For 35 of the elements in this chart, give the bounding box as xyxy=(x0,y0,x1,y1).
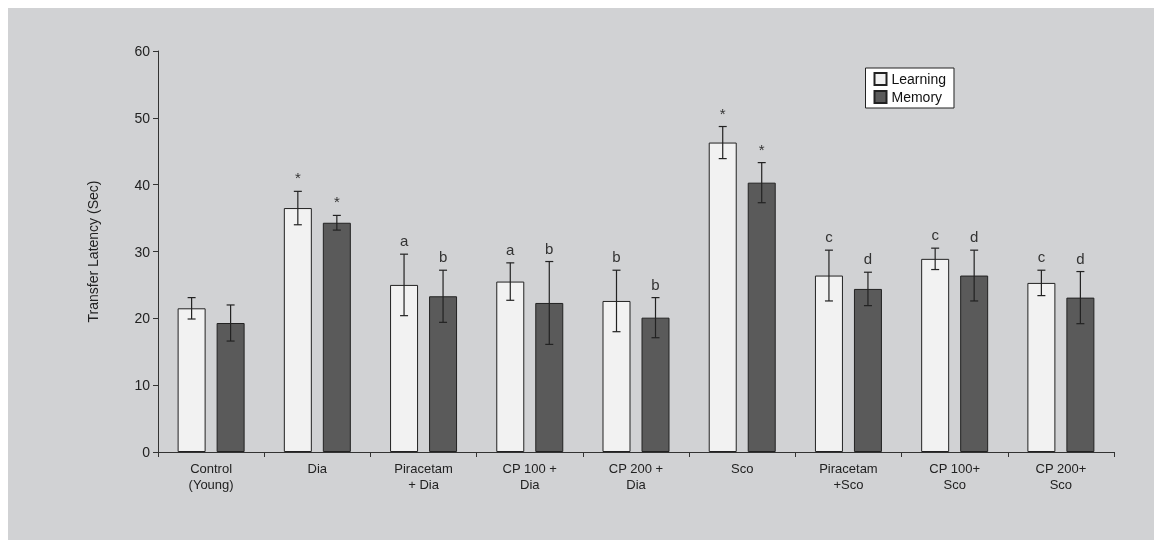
x-tick-label: CP 200 + Dia xyxy=(608,460,664,492)
y-tick-label: 50 xyxy=(134,109,151,126)
data-label: * xyxy=(333,193,340,211)
x-tick-label: Sco xyxy=(731,460,754,476)
data-label: c xyxy=(825,228,834,246)
x-tick-label: CP 100+ Sco xyxy=(929,460,981,492)
data-label: d xyxy=(969,228,979,246)
y-tick-label: 0 xyxy=(142,444,151,460)
legend-label: Memory xyxy=(891,89,943,105)
data-label: d xyxy=(863,250,873,268)
data-label: * xyxy=(294,169,301,187)
x-tick-label: Dia xyxy=(307,460,328,476)
x-tick-label: Control (Young) xyxy=(188,460,234,492)
data-label: c xyxy=(1037,248,1046,266)
x-tick-label: Piracetam +Sco xyxy=(819,460,878,492)
data-label: a xyxy=(506,240,516,258)
x-tick-label: CP 200+ Sco xyxy=(1035,460,1087,492)
y-tick-label: 10 xyxy=(134,377,151,394)
data-label: d xyxy=(1076,249,1085,267)
x-tick-label: CP 100 + Dia xyxy=(502,460,557,492)
data-label: * xyxy=(719,104,726,122)
data-label: b xyxy=(438,248,448,266)
y-tick-label: 30 xyxy=(134,243,151,260)
y-axis-title: Transfer Latency (Sec) xyxy=(85,180,101,323)
data-label: b xyxy=(651,275,660,293)
y-tick-label: 40 xyxy=(134,176,151,193)
data-label: b xyxy=(545,239,554,257)
data-label: * xyxy=(758,140,765,158)
x-tick-label: Piracetam + Dia xyxy=(394,460,453,492)
data-label: b xyxy=(612,248,621,266)
y-tick-label: 20 xyxy=(134,310,151,327)
legend-label: Learning xyxy=(891,71,947,87)
y-tick-label: 60 xyxy=(134,43,151,59)
data-label: a xyxy=(399,232,409,250)
data-label: c xyxy=(931,226,940,244)
